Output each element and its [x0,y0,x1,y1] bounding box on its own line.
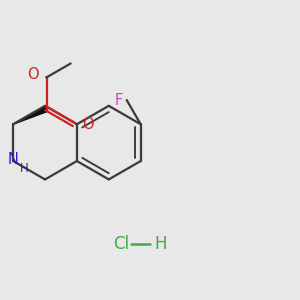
Text: F: F [114,93,122,108]
Polygon shape [13,106,48,124]
Text: Cl: Cl [113,235,129,253]
Text: H: H [20,162,29,175]
Text: O: O [28,67,39,82]
Text: H: H [154,235,167,253]
Text: O: O [82,117,94,132]
Text: N: N [8,152,19,167]
